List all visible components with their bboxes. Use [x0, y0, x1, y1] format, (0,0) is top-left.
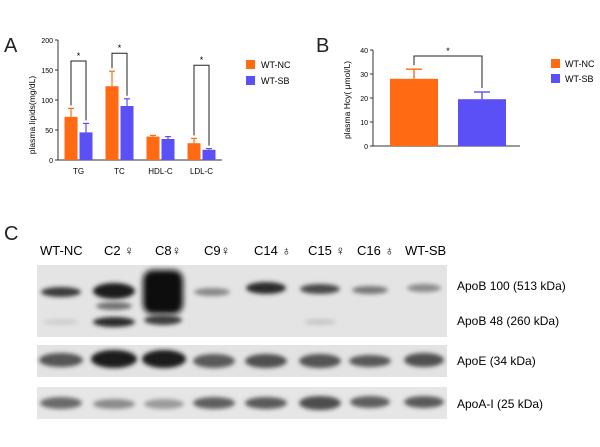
panel-letter-b: B: [316, 35, 329, 57]
band-apoe-lane6: [299, 354, 341, 368]
legend-swatch-sb: [246, 76, 255, 85]
bar-nc-hdl-c: [146, 136, 160, 160]
bar-nc-ldl-c: [187, 143, 201, 160]
chart-a-xtick-label: TC: [114, 167, 125, 176]
lane-label-8: WT-SB: [405, 243, 446, 258]
bar-sb-hcy: [458, 99, 506, 146]
lane-label-2: C2 ♀: [104, 243, 134, 258]
band-label-apob48: ApoB 48 (260 kDa): [457, 314, 559, 328]
chart-b-significance: *: [413, 46, 483, 88]
legend-label-b-sb: WT-SB: [565, 74, 594, 84]
band-apob100-lane8: [407, 284, 441, 292]
bar-sb-ldl-c: [202, 149, 216, 160]
band-apob48-lane3: [144, 315, 182, 325]
chart-a-significance: * * *: [70, 43, 210, 146]
bar-sb-tg: [79, 132, 93, 160]
chart-a: plasma lipids(mg/dL) 0 50 100 150 200 TG TC HD…: [27, 38, 291, 176]
band-apoa1-lane1: [40, 397, 82, 409]
chart-b-ylabel: plasma Hcy( μmol/L): [342, 61, 352, 139]
band-apob100-lane1: [41, 287, 81, 297]
band-apoa1-lane8: [404, 396, 444, 408]
band-apoe-lane8: [404, 353, 444, 367]
chart-a-ytick-label: 50: [45, 128, 53, 135]
chart-a-ytick-label: 200: [41, 38, 53, 45]
band-apoe-lane1: [39, 353, 83, 367]
lane-label-3: C8♀: [155, 243, 181, 258]
band-label-apoe: ApoE (34 kDa): [457, 354, 536, 368]
band-apob100-lane4: [194, 288, 230, 296]
chart-b-ytick-label: 30: [360, 72, 368, 79]
chart-a-ytick-label: 0: [49, 158, 53, 165]
chart-b-bars: [390, 68, 506, 146]
chart-a-bars: [64, 70, 216, 160]
significance-label: *: [200, 55, 204, 65]
chart-a-xtick-label: HDL-C: [148, 167, 173, 176]
chart-b-ytick-label: 20: [360, 96, 368, 103]
western-blot: WT-NC C2 ♀ C8♀ C9♀ C14 ♁ C15 ♀ C16 ♁ WT-…: [37, 243, 566, 419]
significance-label: *: [77, 51, 81, 61]
bar-nc-hcy: [390, 78, 438, 146]
legend-label-b-nc: WT-NC: [565, 59, 595, 69]
band-apoe-lane2: [91, 350, 137, 368]
legend-label-sb: WT-SB: [261, 76, 290, 86]
legend-swatch-b-nc: [551, 59, 560, 68]
panel-letter-a: A: [4, 35, 18, 57]
chart-b: plasma Hcy( μmol/L) 0 10 20 30 40 * WT-NC WT…: [342, 46, 595, 151]
blot-strip-apoe: [37, 345, 447, 377]
lane-label-6: C15 ♀: [308, 243, 345, 258]
lane-label-5: C14 ♁: [254, 243, 291, 258]
chart-a-xaxis: TG TC HDL-C LDL-C: [73, 167, 213, 176]
band-apoe-lane5: [245, 354, 287, 368]
significance-label: *: [118, 43, 122, 53]
band-apoa1-lane2: [93, 399, 135, 409]
bar-sb-hdl-c: [161, 139, 175, 160]
band-apob48-lane2: [93, 317, 135, 327]
chart-b-ytick-label: 10: [360, 120, 368, 127]
lane-label-7: C16 ♁: [357, 243, 394, 258]
chart-a-xtick-label: TG: [73, 167, 84, 176]
significance-bracket: [413, 55, 483, 88]
chart-a-ylabel: plasma lipids(mg/dL): [27, 76, 37, 155]
band-apob100-lane2: [93, 283, 135, 299]
bar-sb-tc: [120, 106, 134, 160]
legend-swatch-b-sb: [551, 74, 560, 83]
band-apob100-lane7: [352, 286, 388, 294]
band-apoa1-lane4: [193, 397, 235, 409]
band-apoa1-lane5: [245, 397, 287, 409]
lane-label-1: WT-NC: [40, 243, 83, 258]
bar-nc-tc: [105, 86, 119, 160]
band-apoa1-lane3: [144, 399, 184, 409]
chart-b-ytick-label: 0: [364, 144, 368, 151]
chart-b-legend: WT-NC WT-SB: [551, 59, 595, 84]
significance-bracket: [193, 64, 210, 146]
band-apoe-lane4: [193, 354, 235, 368]
blot-strip-apob: [37, 265, 447, 337]
band-apoe-lane3: [142, 350, 186, 368]
lane-label-4: C9♀: [204, 243, 230, 258]
chart-b-ytick-label: 40: [360, 48, 368, 55]
legend-label-nc: WT-NC: [261, 60, 291, 70]
band-apoa1-lane6: [299, 396, 341, 410]
band-apob100-lane6: [300, 284, 340, 294]
significance-bracket: [111, 52, 128, 96]
band-apoe-lane7: [349, 355, 391, 367]
band-label-apoa1: ApoA-I (25 kDa): [457, 397, 543, 411]
panel-letter-c: C: [4, 223, 18, 245]
significance-label: *: [446, 46, 450, 56]
blot-strip-apoa1: [37, 387, 447, 419]
chart-a-ytick-label: 150: [41, 68, 53, 75]
legend-swatch-nc: [246, 60, 255, 69]
band-apob100-lane5: [246, 282, 286, 294]
band-label-apob100: ApoB 100 (513 kDa): [457, 279, 566, 293]
chart-a-xtick-label: LDL-C: [190, 167, 213, 176]
band-apoa1-lane7: [350, 396, 390, 408]
significance-bracket: [70, 60, 87, 121]
bar-nc-tg: [64, 116, 78, 160]
chart-a-legend: WT-NC WT-SB: [246, 60, 291, 86]
chart-a-ytick-label: 100: [41, 98, 53, 105]
band-apob100-lane3: [143, 270, 183, 314]
